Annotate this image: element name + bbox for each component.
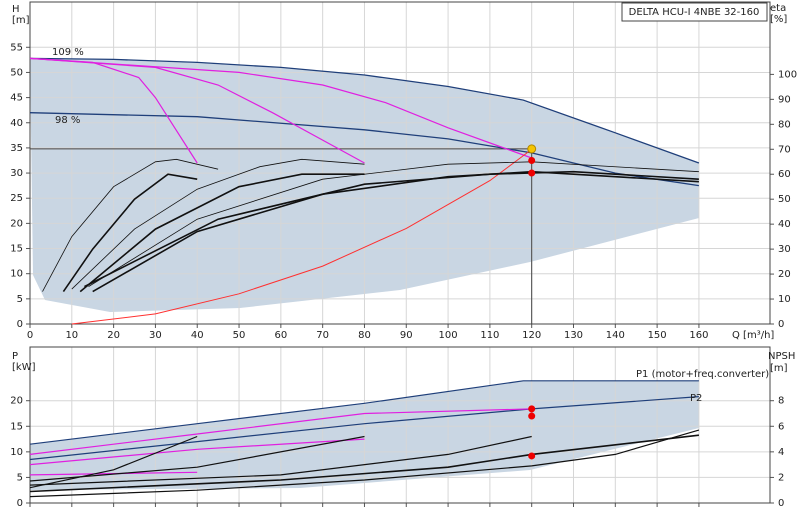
y-tick-label: 30 — [10, 168, 23, 179]
x-tick-label: 130 — [564, 330, 583, 341]
y2-unit: [%] — [770, 14, 787, 25]
y2-tick-label: 4 — [778, 447, 784, 458]
curve — [29, 438, 365, 466]
x-tick-label: 50 — [233, 330, 246, 341]
y-tick-label: 10 — [10, 269, 23, 280]
y2-unit: [m] — [770, 363, 788, 374]
y2-tick-label: 90 — [778, 94, 791, 105]
y-tick-label: 45 — [10, 93, 23, 104]
y2-tick-label: 10 — [778, 294, 791, 305]
x-tick-label: 150 — [648, 330, 667, 341]
y-tick-label: 55 — [10, 42, 23, 53]
x-tick-label: 70 — [316, 330, 329, 341]
y2-label: eta — [770, 3, 786, 14]
y-tick-label: 15 — [10, 421, 23, 432]
y2-tick-label: 70 — [778, 144, 791, 155]
curve — [88, 161, 699, 287]
curve — [42, 158, 219, 292]
x-tick-label: 20 — [107, 330, 120, 341]
x-tick-label: 140 — [606, 330, 625, 341]
y2-tick-label: 40 — [778, 219, 791, 230]
x-tick-label: 40 — [191, 330, 204, 341]
duty-point — [528, 169, 536, 177]
y2-tick-label: 50 — [778, 194, 791, 205]
y2-tick-label: 60 — [778, 169, 791, 180]
annotation: 98 % — [55, 115, 80, 126]
y2-tick-label: 20 — [778, 269, 791, 280]
x-tick-label: 90 — [400, 330, 413, 341]
x-tick-label: 30 — [149, 330, 162, 341]
y2-label: NPSH — [768, 351, 795, 362]
x-label: Q [m³/h] — [732, 330, 774, 341]
plot-frame — [29, 346, 771, 504]
x-tick-label: 80 — [358, 330, 371, 341]
curve — [92, 170, 699, 293]
x-tick-label: 110 — [480, 330, 499, 341]
y-tick-label: 20 — [10, 396, 23, 407]
y-tick-label: 0 — [17, 498, 23, 509]
curve — [29, 429, 700, 498]
curve — [29, 435, 198, 489]
curve — [29, 434, 699, 493]
y2-tick-label: 0 — [778, 498, 784, 509]
y-tick-label: 25 — [10, 193, 23, 204]
y2-tick-label: 2 — [778, 472, 784, 483]
duty-point — [528, 157, 536, 165]
curve — [71, 148, 532, 325]
title-box — [621, 2, 768, 22]
y2-tick-label: 8 — [778, 396, 784, 407]
curve — [29, 435, 532, 486]
annotation: 109 % — [52, 47, 84, 58]
y-tick-label: 0 — [17, 319, 23, 330]
x-tick-label: 10 — [65, 330, 78, 341]
duty-point — [528, 405, 536, 413]
y-unit: [kW] — [12, 362, 36, 373]
y-tick-label: 35 — [10, 143, 23, 154]
x-tick-label: 0 — [27, 330, 33, 341]
y2-tick-label: 100 — [778, 69, 797, 80]
chart-title: DELTA HCU-I 4NBE 32-160 — [629, 7, 760, 18]
curve — [79, 173, 365, 293]
x-tick-label: 120 — [522, 330, 541, 341]
curve — [84, 170, 699, 288]
duty-point — [528, 412, 536, 420]
y-tick-label: 10 — [10, 447, 23, 458]
y-tick-label: 5 — [17, 472, 23, 483]
curve — [29, 380, 699, 445]
curve — [29, 112, 699, 187]
plot-frame — [29, 1, 771, 325]
y2-tick-label: 6 — [778, 421, 784, 432]
y-tick-label: 15 — [10, 244, 23, 255]
annotation: P1 (motor+freq.converter) — [636, 369, 769, 380]
curve — [71, 158, 365, 290]
y-unit: [m] — [12, 15, 30, 26]
y2-tick-label: 0 — [778, 319, 784, 330]
curve — [29, 57, 700, 164]
y2-tick-label: 30 — [778, 244, 791, 255]
y-tick-label: 40 — [10, 118, 23, 129]
x-tick-label: 100 — [439, 330, 458, 341]
y2-tick-label: 80 — [778, 119, 791, 130]
y-label: H — [12, 4, 20, 15]
annotation: P2 — [690, 393, 702, 404]
y-tick-label: 20 — [10, 218, 23, 229]
y-tick-label: 50 — [10, 67, 23, 78]
duty-point — [528, 452, 536, 460]
curve — [29, 57, 532, 159]
y-tick-label: 5 — [17, 294, 23, 305]
curve — [62, 173, 198, 293]
x-tick-label: 60 — [274, 330, 287, 341]
curve — [29, 408, 532, 455]
y-label: P — [12, 351, 18, 362]
curve — [29, 396, 699, 461]
curve — [29, 435, 365, 482]
operating-point — [527, 144, 537, 154]
x-tick-label: 160 — [689, 330, 708, 341]
